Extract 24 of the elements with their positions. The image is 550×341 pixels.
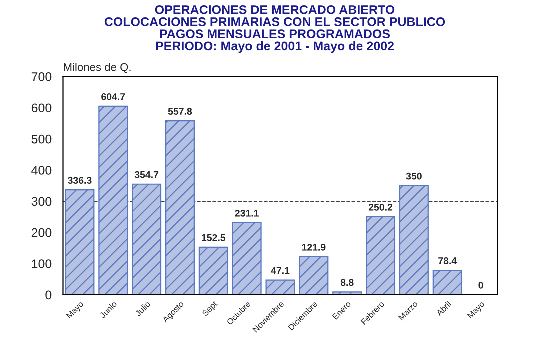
- y-tick-label: 600: [32, 104, 52, 113]
- y-tick-label: 100: [32, 260, 52, 268]
- data-label: 350: [406, 172, 422, 180]
- data-label: 0: [478, 282, 484, 289]
- y-axis-title: Milones de Q.: [64, 63, 131, 74]
- y-tick-label: 700: [32, 72, 52, 82]
- data-label: 604.7: [102, 93, 126, 100]
- y-tick-label: 400: [32, 166, 52, 175]
- x-tick-label: Julio: [134, 300, 151, 317]
- data-label: 121.9: [302, 244, 326, 251]
- data-label: 8.8: [340, 279, 354, 286]
- data-label: 557.8: [168, 108, 192, 115]
- y-tick-label: 500: [32, 134, 52, 144]
- data-label: 250.2: [368, 204, 393, 211]
- chart-title: OPERACIONES DE MERCADO ABIERTO COLOCACIONES PRIMARIAS CON EL SECTOR PUBLICO PAGOS MENSUALES PROGRAMADOS PERIODO: Mayo de 2001 - Mayo de 2002: [104, 5, 446, 54]
- y-tick-label: 200: [32, 228, 52, 238]
- y-tick-label: 300: [32, 197, 52, 206]
- data-label: 231.1: [235, 210, 259, 217]
- data-label: 152.5: [202, 234, 226, 242]
- data-label: 47.1: [271, 267, 290, 274]
- data-label: 336.3: [68, 177, 92, 184]
- data-label: 78.4: [438, 258, 458, 264]
- y-tick-label: 0: [46, 290, 52, 300]
- data-label: 354.7: [134, 171, 159, 178]
